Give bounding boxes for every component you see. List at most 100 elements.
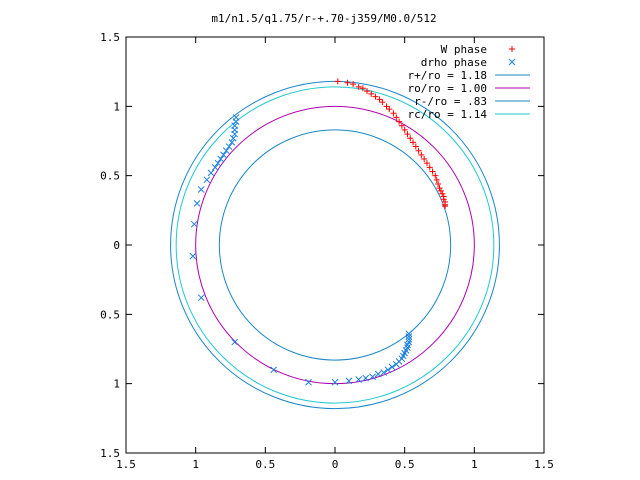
- drho-phase-point-20: [231, 338, 239, 346]
- drho-phase-point-38: [404, 344, 411, 351]
- x-tick-label-4: 0.5: [395, 458, 415, 471]
- reference-circles: [170, 80, 500, 410]
- drho-phase-point-41: [405, 335, 413, 343]
- y-tick-label-0: 1.5: [100, 31, 120, 44]
- w-phase-point-6: [368, 90, 375, 97]
- drho-phase-point-28: [374, 370, 382, 378]
- w-phase-point-30: [436, 185, 443, 192]
- drho-phase-point-31: [388, 363, 396, 371]
- drho-phase-point-22: [305, 378, 312, 386]
- legend-symbol-1: [508, 58, 516, 66]
- x-tick-label-5: 1: [471, 458, 478, 471]
- w-phase-point-31: [437, 187, 444, 194]
- drho-phase-point-13: [207, 169, 215, 177]
- w-phase-point-11: [386, 106, 393, 113]
- w-phase-point-26: [429, 168, 436, 175]
- w-phase-point-12: [390, 110, 397, 117]
- w-phase-point-0: [334, 78, 341, 85]
- y-tick-label-4: 0.5: [100, 308, 120, 321]
- drho-phase-point-17: [190, 220, 198, 228]
- w-phase-point-7: [372, 93, 379, 100]
- drho-phase-point-19: [197, 294, 205, 302]
- w-phase-point-27: [432, 172, 439, 179]
- drho-phase-point-40: [405, 338, 413, 346]
- drho-phase-point-27: [369, 373, 376, 381]
- drho-phase-point-10: [217, 155, 225, 163]
- drho-phase-point-9: [220, 151, 227, 159]
- legend-label-1: drho phase: [421, 56, 487, 69]
- legend-label-0: W phase: [441, 43, 487, 56]
- circle-2: [218, 129, 452, 361]
- y-tick-label-3: 0: [113, 239, 120, 252]
- drho-phase-point-25: [355, 376, 363, 383]
- drho-phase-point-14: [203, 176, 211, 184]
- data-points: [189, 78, 449, 386]
- circle-3: [175, 86, 495, 404]
- w-phase-point-2: [350, 81, 357, 88]
- drho-phase-point-18: [189, 252, 197, 260]
- w-phase-point-19: [410, 139, 417, 146]
- w-phase-point-32: [439, 190, 446, 197]
- w-phase-point-14: [396, 118, 403, 125]
- legend-label-5: rc/ro = 1.14: [408, 108, 488, 121]
- drho-phase-point-43: [405, 330, 413, 338]
- drho-phase-point-30: [384, 366, 392, 374]
- drho-phase-point-42: [405, 333, 413, 340]
- w-phase-point-34: [440, 196, 447, 203]
- legend-label-4: r-/ro = .83: [414, 95, 487, 108]
- w-phase-point-25: [426, 164, 433, 171]
- axis-ticks: 1.5 1 0.5 0 0.5 1 1.51.510.500.511.5: [100, 31, 554, 471]
- w-phase-point-18: [407, 135, 414, 142]
- w-phase-point-28: [433, 176, 440, 183]
- drho-phase-point-24: [345, 377, 353, 385]
- drho-phase-point-7: [225, 143, 233, 150]
- x-tick-label-6: 1.5: [534, 458, 554, 471]
- w-phase-point-10: [383, 103, 390, 110]
- w-phase-point-3: [355, 83, 362, 90]
- w-phase-point-16: [401, 126, 408, 133]
- w-phase-point-37: [442, 203, 449, 210]
- x-tick-label-0: 1.5: [116, 458, 136, 471]
- w-phase-point-20: [412, 143, 419, 150]
- drho-phase-point-16: [193, 200, 201, 207]
- legend-label-2: r+/ro = 1.18: [408, 69, 487, 82]
- w-phase-point-9: [379, 99, 386, 106]
- circle-0: [170, 80, 500, 410]
- drho-phase-point-26: [362, 374, 370, 382]
- drho-phase-point-21: [270, 366, 278, 374]
- w-phase-point-24: [423, 160, 430, 167]
- drho-phase-point-4: [231, 130, 239, 138]
- chart-title: m1/n1.5/q1.75/r-+.70-j359/M0.0/512: [211, 12, 436, 25]
- w-phase-point-8: [376, 96, 383, 103]
- w-phase-point-4: [359, 85, 366, 92]
- drho-phase-point-29: [380, 369, 388, 376]
- w-phase-point-17: [404, 131, 411, 138]
- w-phase-point-22: [418, 151, 425, 158]
- w-phase-point-1: [344, 79, 351, 86]
- y-tick-label-5: 1: [113, 378, 120, 391]
- circle-1: [195, 105, 475, 385]
- w-phase-point-5: [364, 88, 371, 95]
- drho-phase-point-6: [228, 139, 236, 146]
- w-phase-point-13: [393, 114, 400, 121]
- y-tick-label-2: 0.5: [100, 170, 120, 183]
- w-phase-point-21: [415, 147, 422, 154]
- w-phase-point-23: [421, 156, 428, 163]
- x-tick-label-2: 0.5: [255, 458, 275, 471]
- x-tick-label-3: 0: [332, 458, 339, 471]
- w-phase-point-29: [435, 180, 442, 187]
- w-phase-point-15: [398, 122, 405, 129]
- drho-phase-point-12: [211, 163, 219, 171]
- drho-phase-point-15: [197, 186, 205, 193]
- drho-phase-point-11: [214, 159, 222, 167]
- x-tick-label-1: 1: [192, 458, 199, 471]
- drho-phase-point-5: [229, 134, 237, 142]
- drho-phase-point-8: [222, 147, 230, 155]
- y-tick-label-1: 1: [113, 100, 120, 113]
- legend-symbol-0: [509, 46, 515, 52]
- legend-label-3: ro/ro = 1.00: [408, 82, 487, 95]
- drho-phase-point-23: [331, 378, 339, 386]
- y-tick-label-6: 1.5: [100, 447, 120, 460]
